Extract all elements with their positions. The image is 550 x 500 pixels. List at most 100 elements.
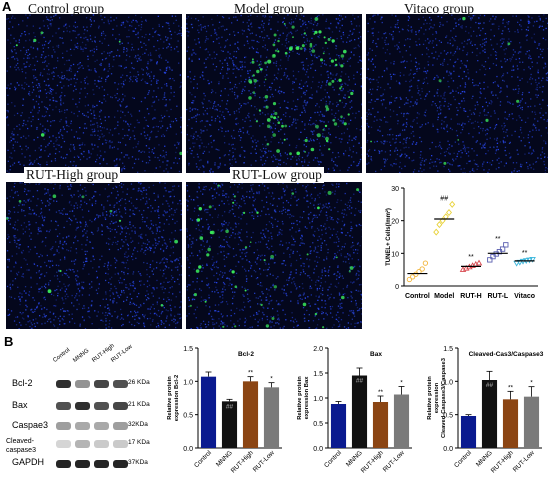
bar bbox=[200, 376, 217, 448]
data-point bbox=[436, 221, 443, 229]
wb-band bbox=[113, 440, 128, 448]
wb-band bbox=[94, 460, 109, 468]
bar bbox=[502, 399, 519, 448]
nuclei-texture bbox=[6, 14, 182, 173]
bar bbox=[330, 404, 347, 448]
data-point bbox=[433, 228, 440, 236]
bar bbox=[481, 380, 498, 448]
y-axis-label: expression bbox=[434, 382, 440, 413]
x-tick-label: RUT-Low bbox=[512, 449, 536, 473]
y-axis-label: Relative protein bbox=[167, 376, 173, 420]
y-tick-label: 0.5 bbox=[313, 421, 323, 428]
significance-mark: * bbox=[270, 376, 273, 383]
chart-title: Bax bbox=[370, 351, 382, 358]
x-tick-label: RUT-H bbox=[460, 293, 481, 300]
wb-row-label: Bax bbox=[12, 400, 28, 410]
bar bbox=[221, 401, 238, 448]
bar bbox=[372, 402, 389, 448]
x-tick-label: RUT-High bbox=[230, 449, 255, 474]
wb-band bbox=[94, 422, 109, 430]
micrograph-rut-low bbox=[186, 182, 362, 329]
x-tick-label: RUT-High bbox=[490, 449, 515, 474]
data-point bbox=[419, 266, 425, 272]
x-tick-label: Vitaco bbox=[514, 293, 535, 300]
panel-label-a: A bbox=[2, 0, 12, 14]
tunel-positive-cells bbox=[248, 17, 354, 156]
wb-kda-label: 37KDa bbox=[128, 459, 148, 466]
y-tick-label: 20 bbox=[391, 219, 399, 226]
x-tick-label: MNNG bbox=[475, 449, 494, 468]
significance-mark: * bbox=[530, 380, 533, 387]
wb-band bbox=[94, 440, 109, 448]
x-tick-label: Control bbox=[323, 449, 343, 469]
significance-mark: * bbox=[400, 380, 403, 387]
y-tick-label: 1.5 bbox=[443, 346, 453, 353]
wb-kda-label: 32KDa bbox=[128, 421, 148, 428]
wb-band bbox=[75, 422, 90, 430]
y-tick-label: 10 bbox=[391, 251, 399, 258]
bar bbox=[242, 381, 259, 448]
wb-band bbox=[56, 422, 71, 430]
y-tick-label: 1.5 bbox=[313, 371, 323, 378]
micrograph-model bbox=[186, 14, 362, 173]
x-tick-label: RUT-Low bbox=[252, 449, 276, 473]
wb-band bbox=[56, 380, 71, 388]
significance-mark: ** bbox=[522, 250, 528, 257]
x-tick-label: Control bbox=[193, 449, 213, 469]
y-tick-label: 0.0 bbox=[313, 446, 323, 453]
wb-band bbox=[56, 402, 71, 410]
data-point bbox=[449, 200, 456, 208]
wb-row-label: GAPDH bbox=[12, 457, 45, 467]
bar bbox=[393, 394, 410, 448]
y-tick-label: 0.5 bbox=[183, 413, 193, 420]
wb-lane-label: Control bbox=[52, 347, 72, 364]
y-axis-label: expression Bcl-2 bbox=[174, 375, 180, 421]
significance-mark: ** bbox=[495, 236, 501, 243]
bax-bar-chart: 0.0 0.5 1.0 1.5 2.0 Bax Relative protein expres… bbox=[297, 346, 412, 475]
tunel-positive-cells bbox=[15, 31, 182, 156]
wb-row-label: Cleaved-caspase3 bbox=[6, 438, 36, 454]
wb-band-area bbox=[56, 380, 128, 468]
micrograph-title-control: Control group bbox=[28, 1, 105, 16]
y-tick-label: 1.0 bbox=[313, 396, 323, 403]
x-tick-label: RUT-High bbox=[360, 449, 385, 474]
wb-band bbox=[75, 440, 90, 448]
data-point bbox=[487, 257, 493, 263]
wb-kda-label: 21 KDa bbox=[128, 401, 150, 408]
wb-band bbox=[75, 402, 90, 410]
x-tick-label: Control bbox=[405, 293, 430, 300]
y-axis-label: Cleaved-Caspase3/Caspase3 bbox=[441, 357, 447, 438]
wb-band bbox=[113, 422, 128, 430]
wb-band bbox=[94, 402, 109, 410]
wb-band bbox=[56, 440, 71, 448]
tunel-positive-cells bbox=[189, 184, 360, 329]
y-tick-label: 30 bbox=[391, 186, 399, 193]
data-point bbox=[439, 217, 446, 225]
data-point bbox=[409, 274, 416, 280]
data-point bbox=[406, 276, 413, 283]
micrograph-title-model: Model group bbox=[234, 1, 305, 16]
wb-kda-label: 17 KDa bbox=[128, 439, 150, 446]
y-tick-label: 0 bbox=[395, 284, 399, 291]
micrograph-title-vitaco: Vitaco group bbox=[404, 1, 475, 16]
significance-mark: ## bbox=[356, 378, 364, 385]
micrograph-title-rut-low: RUT-Low group bbox=[230, 167, 324, 183]
y-tick-label: 0.0 bbox=[443, 446, 453, 453]
y-tick-label: 1.5 bbox=[183, 346, 193, 353]
western-blot: Control MNNG RUT-High RUT-Low Bcl-2 Bax … bbox=[0, 338, 165, 498]
significance-mark: ** bbox=[468, 254, 474, 261]
panel-label-b: B bbox=[4, 334, 14, 349]
y-axis-label: expression Bax bbox=[304, 376, 310, 420]
x-tick-label: RUT-L bbox=[487, 293, 508, 300]
wb-band bbox=[56, 460, 71, 468]
wb-band bbox=[94, 380, 109, 388]
y-axis-label: TUNEL+ Cells(/mm²) bbox=[385, 208, 392, 266]
x-tick-label: MNNG bbox=[215, 449, 234, 468]
data-point bbox=[519, 258, 527, 265]
y-tick-label: 0.5 bbox=[443, 413, 453, 420]
significance-mark: ## bbox=[440, 195, 448, 202]
data-point bbox=[475, 259, 483, 266]
data-point bbox=[413, 271, 419, 277]
y-tick-label: 2.0 bbox=[313, 346, 323, 353]
cleaved-cas3-bar-chart: 0.0 0.5 1.0 1.5 Cleaved-Cas3/Caspase3 Relativ… bbox=[427, 346, 544, 475]
